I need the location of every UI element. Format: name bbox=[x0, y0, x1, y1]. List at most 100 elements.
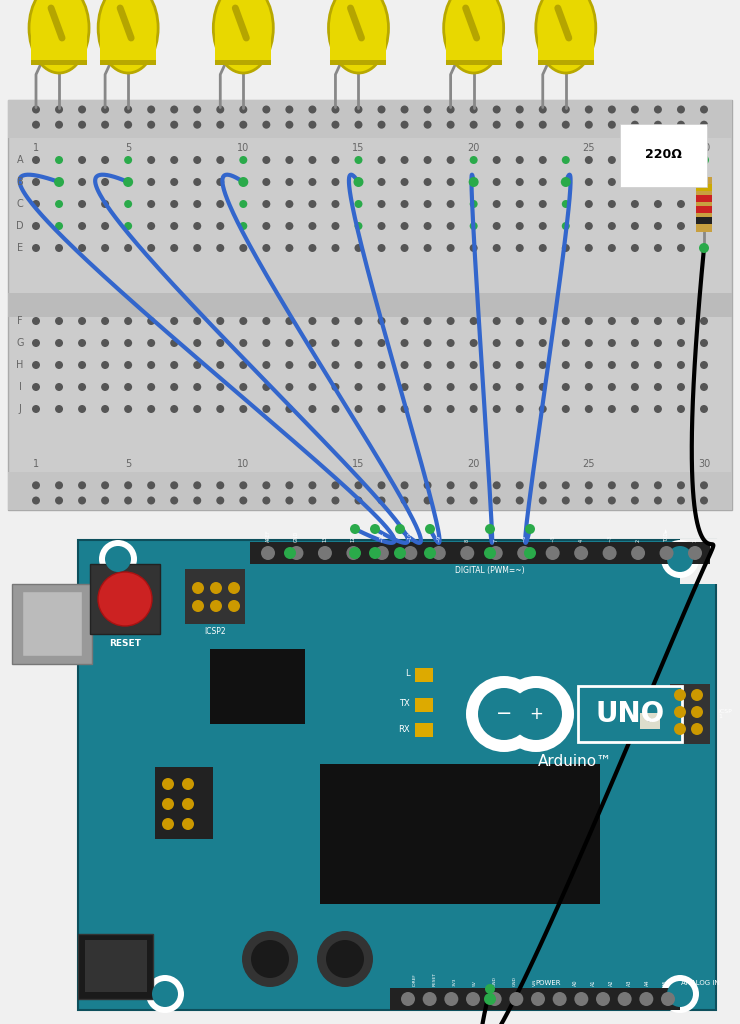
Circle shape bbox=[332, 178, 340, 186]
Text: VIN: VIN bbox=[533, 979, 537, 986]
Circle shape bbox=[539, 105, 547, 114]
Circle shape bbox=[574, 992, 588, 1006]
Circle shape bbox=[677, 156, 685, 164]
Circle shape bbox=[124, 361, 132, 369]
Circle shape bbox=[516, 497, 524, 505]
Circle shape bbox=[216, 339, 224, 347]
Circle shape bbox=[400, 200, 408, 208]
Circle shape bbox=[691, 689, 703, 701]
Text: TXD►: TXD► bbox=[664, 528, 669, 542]
Circle shape bbox=[608, 497, 616, 505]
Circle shape bbox=[377, 383, 386, 391]
Circle shape bbox=[124, 200, 132, 208]
Circle shape bbox=[55, 121, 63, 129]
Circle shape bbox=[470, 339, 477, 347]
Circle shape bbox=[608, 339, 616, 347]
Text: A4: A4 bbox=[645, 980, 650, 986]
Circle shape bbox=[447, 121, 454, 129]
Circle shape bbox=[400, 156, 408, 164]
Circle shape bbox=[585, 121, 593, 129]
Text: B: B bbox=[16, 177, 24, 187]
Circle shape bbox=[470, 200, 477, 208]
Bar bbox=[8, 472, 732, 510]
Circle shape bbox=[170, 105, 178, 114]
Circle shape bbox=[539, 383, 547, 391]
Circle shape bbox=[470, 156, 477, 164]
Text: G: G bbox=[16, 338, 24, 348]
Circle shape bbox=[423, 121, 431, 129]
Circle shape bbox=[394, 547, 406, 559]
Circle shape bbox=[263, 156, 270, 164]
Circle shape bbox=[147, 383, 155, 391]
Circle shape bbox=[447, 178, 454, 186]
Circle shape bbox=[585, 317, 593, 325]
Circle shape bbox=[78, 200, 86, 208]
Circle shape bbox=[585, 339, 593, 347]
Circle shape bbox=[447, 406, 454, 413]
Circle shape bbox=[182, 818, 194, 830]
Circle shape bbox=[286, 339, 293, 347]
Circle shape bbox=[562, 406, 570, 413]
Circle shape bbox=[309, 200, 317, 208]
Circle shape bbox=[78, 339, 86, 347]
Circle shape bbox=[539, 481, 547, 489]
Circle shape bbox=[425, 524, 435, 534]
Circle shape bbox=[493, 481, 501, 489]
Circle shape bbox=[700, 361, 708, 369]
Circle shape bbox=[309, 105, 317, 114]
Circle shape bbox=[470, 105, 477, 114]
Circle shape bbox=[493, 178, 501, 186]
Text: 25: 25 bbox=[582, 459, 595, 469]
Circle shape bbox=[239, 317, 247, 325]
Circle shape bbox=[170, 361, 178, 369]
Circle shape bbox=[470, 497, 477, 505]
Circle shape bbox=[182, 778, 194, 790]
Circle shape bbox=[377, 244, 386, 252]
Text: RX: RX bbox=[398, 725, 410, 733]
Circle shape bbox=[147, 178, 155, 186]
Circle shape bbox=[124, 121, 132, 129]
Circle shape bbox=[309, 361, 317, 369]
Circle shape bbox=[162, 798, 174, 810]
Circle shape bbox=[667, 981, 693, 1007]
Circle shape bbox=[654, 317, 662, 325]
Circle shape bbox=[263, 339, 270, 347]
Circle shape bbox=[377, 317, 386, 325]
Circle shape bbox=[354, 156, 363, 164]
Circle shape bbox=[286, 178, 293, 186]
Circle shape bbox=[562, 222, 570, 230]
Circle shape bbox=[98, 572, 152, 626]
Circle shape bbox=[32, 222, 40, 230]
Circle shape bbox=[286, 156, 293, 164]
Circle shape bbox=[585, 497, 593, 505]
Text: ~3: ~3 bbox=[607, 535, 612, 542]
Text: POWER: POWER bbox=[535, 980, 561, 986]
Circle shape bbox=[263, 406, 270, 413]
Circle shape bbox=[677, 222, 685, 230]
Circle shape bbox=[654, 121, 662, 129]
Circle shape bbox=[631, 244, 639, 252]
Text: 30: 30 bbox=[698, 143, 710, 153]
Ellipse shape bbox=[98, 0, 158, 73]
Circle shape bbox=[332, 406, 340, 413]
Circle shape bbox=[654, 481, 662, 489]
Circle shape bbox=[377, 105, 386, 114]
Bar bbox=[100, 60, 156, 65]
Text: 1: 1 bbox=[33, 459, 39, 469]
Circle shape bbox=[447, 383, 454, 391]
Text: 7: 7 bbox=[494, 539, 498, 542]
Ellipse shape bbox=[444, 0, 504, 73]
Circle shape bbox=[286, 481, 293, 489]
Circle shape bbox=[354, 481, 363, 489]
Circle shape bbox=[289, 546, 303, 560]
Circle shape bbox=[55, 317, 63, 325]
Circle shape bbox=[493, 339, 501, 347]
Circle shape bbox=[377, 222, 386, 230]
Circle shape bbox=[332, 383, 340, 391]
Bar bbox=[90, 564, 160, 634]
Circle shape bbox=[101, 200, 109, 208]
Circle shape bbox=[423, 200, 431, 208]
Circle shape bbox=[286, 222, 293, 230]
Circle shape bbox=[55, 497, 63, 505]
Circle shape bbox=[210, 600, 222, 612]
